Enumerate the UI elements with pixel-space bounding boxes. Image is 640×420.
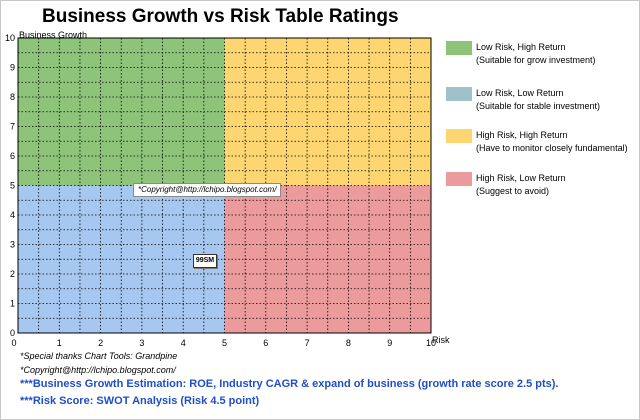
legend-swatch-low-risk-high-return [446, 41, 472, 55]
y-tick-label: 7 [10, 122, 15, 132]
x-tick-label: 8 [346, 338, 351, 348]
legend-swatch-high-risk-low-return [446, 172, 472, 186]
legend-note: (Suitable for stable investment) [476, 101, 601, 111]
x-axis-title: Risk [432, 335, 450, 345]
legend-item-low-risk-low-return: Low Risk, Low Return (Suitable for stabl… [476, 87, 600, 113]
y-tick-label: 4 [10, 210, 15, 220]
x-tick-label: 5 [222, 338, 227, 348]
x-tick-label: 10 [426, 338, 436, 348]
legend-item-low-risk-high-return: Low Risk, High Return (Suitable for grow… [476, 41, 596, 67]
x-tick-label: 2 [98, 338, 103, 348]
x-tick-label: 0 [11, 338, 16, 348]
y-tick-label: 1 [10, 299, 15, 309]
y-tick-label: 10 [5, 33, 15, 43]
legend-note: (Suitable for grow investment) [476, 55, 596, 65]
x-tick-label: 9 [387, 338, 392, 348]
legend-swatch-high-risk-high-return [446, 129, 472, 143]
chart-watermark: *Copyright@http://lchipo.blogspot.com/ [133, 183, 282, 197]
legend-note: (Have to monitor closely fundamental) [476, 143, 628, 153]
y-tick-label: 3 [10, 240, 15, 250]
x-tick-label: 6 [263, 338, 268, 348]
legend-item-high-risk-high-return: High Risk, High Return (Have to monitor … [476, 129, 628, 155]
risk-score-note: ***Risk Score: SWOT Analysis (Risk 4.5 p… [20, 395, 260, 407]
legend-label: Low Risk, High Return [476, 42, 566, 52]
legend-item-high-risk-low-return: High Risk, Low Return (Suggest to avoid) [476, 172, 566, 198]
legend-label: High Risk, Low Return [476, 173, 566, 183]
legend-label: High Risk, High Return [476, 130, 568, 140]
plot-frame [17, 37, 432, 334]
thanks-note: *Special thanks Chart Tools: Grandpine [20, 351, 178, 361]
y-tick-label: 0 [10, 328, 15, 338]
x-tick-label: 4 [181, 338, 186, 348]
legend-note: (Suggest to avoid) [476, 186, 550, 196]
x-tick-label: 1 [57, 338, 62, 348]
y-axis-title: Business Growth [19, 30, 88, 40]
x-tick-label: 3 [139, 338, 144, 348]
copyright-note: *Copyright@http://lchipo.blogspot.com/ [20, 365, 176, 375]
y-tick-label: 6 [10, 151, 15, 161]
x-tick-label: 7 [305, 338, 310, 348]
y-tick-label: 8 [10, 92, 15, 102]
y-tick-label: 9 [10, 63, 15, 73]
legend-swatch-low-risk-low-return [446, 87, 472, 101]
y-tick-label: 2 [10, 269, 15, 279]
y-tick-label: 5 [10, 181, 15, 191]
legend-label: Low Risk, Low Return [476, 88, 564, 98]
growth-estimation-note: ***Business Growth Estimation: ROE, Indu… [20, 378, 559, 390]
chart-title: Business Growth vs Risk Table Ratings [42, 6, 399, 27]
data-point-label: 99SM [193, 254, 217, 268]
